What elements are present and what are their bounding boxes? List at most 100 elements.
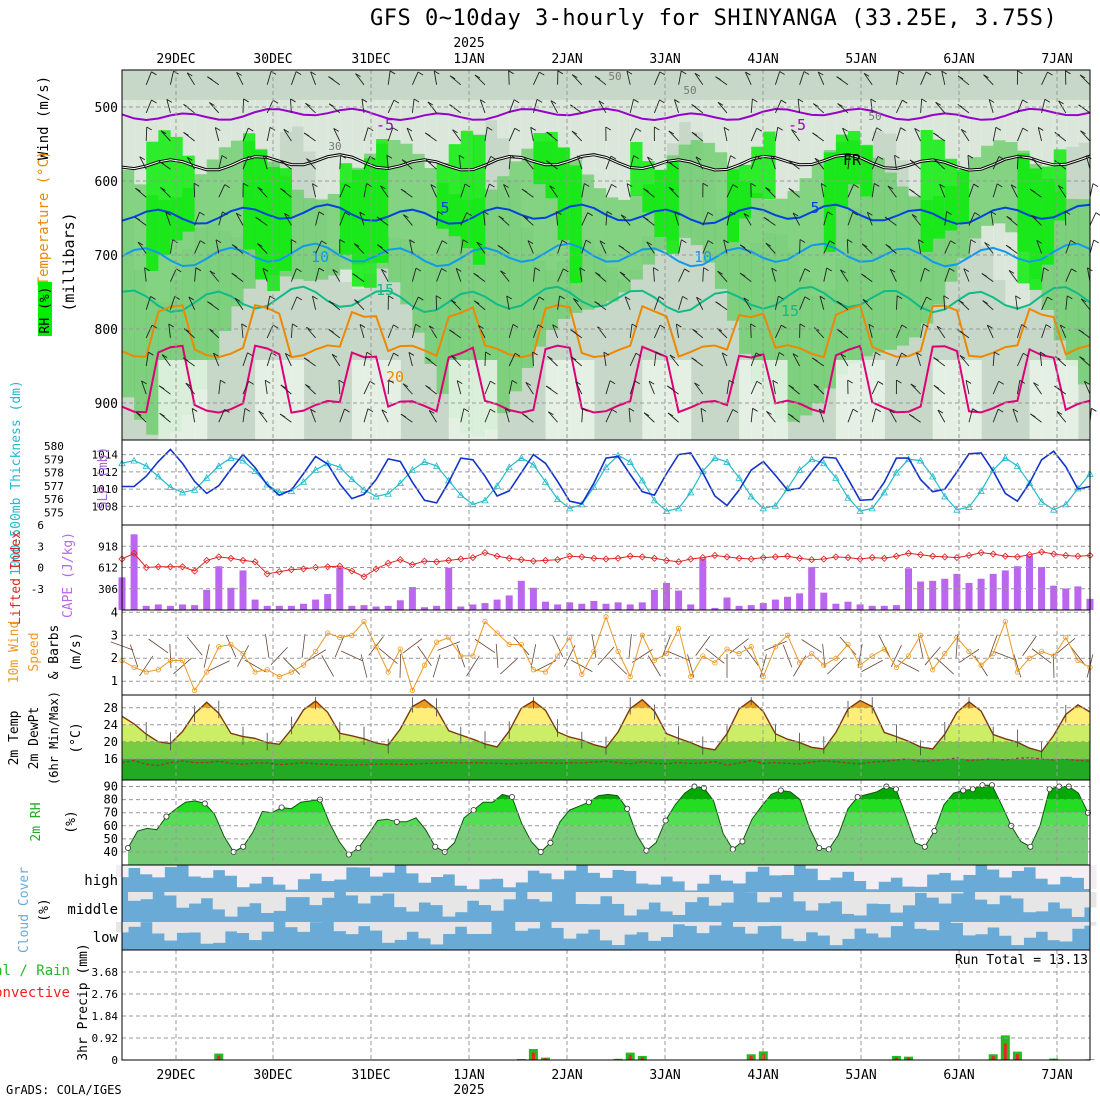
wind-barb: [160, 130, 171, 142]
wind-barb-flag: [998, 380, 1004, 385]
wind-speed-point: [603, 614, 609, 620]
thickness-point: [203, 474, 211, 481]
rh-band-light: [872, 100, 885, 132]
wind-barb: [723, 127, 728, 142]
wind-barb-flag: [449, 75, 456, 80]
wind-barb-flag: [941, 70, 948, 75]
wind-barb-flag: [1080, 130, 1086, 135]
wind-barb-flag: [1047, 296, 1053, 301]
cape-bar: [784, 596, 791, 610]
cloud-gap: [805, 922, 819, 933]
wind-barb-flag: [366, 183, 372, 187]
cloud-gap: [805, 865, 819, 869]
rh-point: [643, 847, 650, 854]
cloud-gap: [1035, 892, 1049, 912]
wind-barb: [813, 383, 825, 395]
cloud-gap: [357, 922, 371, 927]
li-day-grid: [175, 525, 1058, 610]
wind-barb-flag: [425, 385, 431, 389]
rh-band-green: [787, 190, 801, 422]
rh-point: [931, 828, 938, 835]
wind-barb: [310, 409, 317, 423]
cloud-gap: [321, 892, 335, 898]
cloud-gap: [1011, 892, 1024, 899]
cloud-gap: [527, 865, 540, 871]
lifted-index-point: [166, 563, 174, 571]
thickness-point: [1062, 500, 1070, 508]
thickness-point: [711, 454, 719, 461]
cloud-gap: [1059, 922, 1073, 942]
rh-band-green: [884, 172, 897, 350]
wind-barb-flag: [303, 357, 310, 362]
cloud-gap: [454, 922, 468, 927]
wind-barb: [1036, 240, 1043, 254]
wind-barb: [771, 268, 776, 282]
wind-speed-point: [772, 644, 779, 650]
cloud-gap: [950, 922, 964, 923]
wind-barb-flag: [456, 380, 463, 384]
cloud-gap: [660, 892, 674, 912]
rh-band-light: [267, 100, 280, 163]
wind-barb: [379, 185, 389, 198]
wind-barb-flag: [620, 214, 627, 219]
rh-point: [921, 843, 928, 850]
wind-barb: [145, 127, 148, 142]
wind-barb-flag: [995, 126, 1002, 131]
dewpoint-line: [121, 757, 1091, 767]
cloud-gap: [612, 892, 625, 904]
lifted-index-point: [808, 556, 816, 564]
wind-barb: [629, 380, 636, 395]
wind-barb: [894, 155, 897, 170]
rh-band-dry-plume: [485, 360, 498, 440]
top-date-tick-label: 6JAN: [943, 52, 974, 67]
cloud-gap: [261, 865, 274, 877]
wind-barb: [984, 242, 994, 254]
wind-barb-flag: [963, 268, 970, 273]
wind-barb-flag: [988, 99, 995, 103]
wind-barb: [597, 646, 615, 666]
rh-band-green: [751, 192, 764, 384]
cape-bar: [735, 605, 743, 610]
wind-barb: [504, 408, 510, 423]
wind-speed-line: [121, 615, 1091, 692]
rh-band-green: [702, 142, 716, 263]
wind-barb-flag: [452, 129, 458, 134]
thickness-point: [674, 504, 683, 512]
rh-band-green: [606, 197, 619, 302]
wind-barb-flag: [717, 101, 724, 106]
lifted-index-point: [1050, 550, 1058, 558]
wind-barb: [726, 184, 734, 198]
wind-barb: [145, 296, 151, 310]
rh-band-green: [739, 180, 752, 354]
wind-barb-flag: [723, 126, 730, 131]
wind-barb-flag: [972, 408, 978, 413]
cloud-gap: [345, 922, 359, 935]
wind-barb-flag: [739, 244, 746, 249]
wind-barb: [992, 408, 999, 423]
wind-barb: [508, 128, 516, 142]
wind-barb-flag: [684, 268, 690, 273]
wind-barb: [605, 211, 608, 226]
rh-point: [854, 794, 861, 801]
wind-barb: [1079, 74, 1091, 86]
wind-barb-flag: [579, 267, 586, 272]
cape-bar: [771, 599, 779, 610]
lifted-index-point: [360, 573, 368, 581]
wind-barb: [819, 296, 825, 310]
slp-tick-label: 1014: [92, 449, 119, 462]
wind-barb-flag: [381, 268, 387, 273]
wind-barb: [241, 323, 244, 338]
wind-barb-flag: [745, 71, 751, 76]
cloud-gap: [624, 892, 637, 916]
wind-barb-flag: [209, 102, 215, 106]
wind-speed-point: [990, 651, 996, 657]
thickness-point: [130, 456, 138, 464]
rh-band-dry-plume: [1041, 360, 1055, 440]
rh-band-light: [896, 100, 910, 161]
wind-barb: [169, 239, 174, 254]
thickness-tick-label: 580: [44, 440, 64, 453]
wind-barb-flag: [570, 356, 577, 361]
rh-band-dry-plume: [678, 360, 692, 440]
wind-barb: [871, 381, 879, 395]
wind-speed-point: [361, 618, 367, 625]
